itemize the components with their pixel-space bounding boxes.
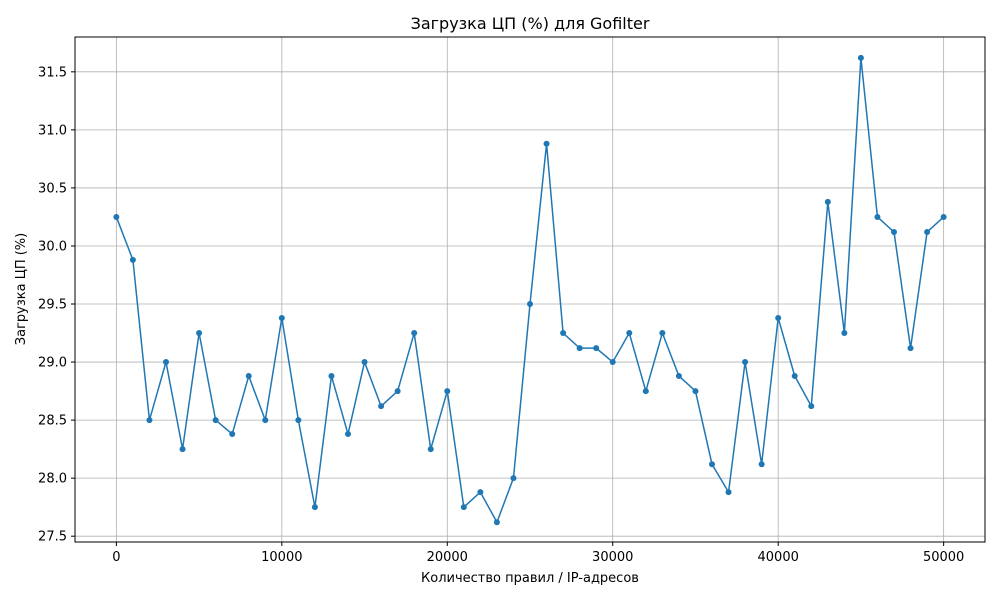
- data-point: [675, 372, 682, 379]
- data-point: [527, 301, 533, 308]
- y-tick-label: 28.5: [38, 414, 67, 429]
- y-tick-label: 31.5: [38, 65, 67, 80]
- data-point: [328, 372, 335, 379]
- series-layer: [113, 54, 947, 526]
- data-point: [891, 229, 897, 236]
- data-point: [460, 504, 467, 511]
- data-point: [444, 388, 451, 395]
- data-point: [411, 330, 418, 337]
- data-point: [543, 140, 550, 147]
- data-point: [427, 446, 434, 453]
- plot-frame: [74, 36, 986, 543]
- data-point: [262, 417, 269, 424]
- data-point: [593, 345, 600, 352]
- data-point: [609, 359, 616, 366]
- data-point: [857, 54, 864, 61]
- x-tick-label: 50000: [923, 550, 964, 565]
- data-point: [113, 213, 120, 220]
- data-point: [659, 330, 666, 337]
- data-point: [692, 388, 699, 395]
- data-point: [841, 330, 848, 337]
- data-point: [394, 388, 401, 395]
- data-point: [709, 461, 715, 468]
- y-tick-label: 28.0: [38, 472, 67, 487]
- grid: [75, 37, 985, 542]
- data-point: [129, 256, 136, 263]
- data-point: [791, 372, 798, 379]
- y-tick-label: 29.5: [38, 298, 67, 313]
- data-point: [874, 213, 881, 220]
- x-tick-label: 40000: [758, 550, 799, 565]
- x-tick-label: 30000: [592, 550, 633, 565]
- series-line: [115, 57, 945, 524]
- data-point: [361, 359, 368, 366]
- y-tick-label: 31.0: [38, 123, 67, 138]
- data-point: [163, 359, 169, 366]
- chart-title: Загрузка ЦП (%) для Gofilter: [411, 14, 650, 33]
- data-point: [626, 330, 633, 337]
- data-point: [907, 345, 914, 352]
- data-point: [245, 372, 252, 379]
- data-point: [940, 213, 947, 220]
- data-point: [196, 330, 203, 337]
- data-point: [311, 504, 318, 511]
- y-axis-ticks: 27.5 28.0 28.5 29.0 29.5 30.0 30.5 31.0 31.5: [38, 65, 75, 545]
- data-point: [278, 314, 285, 321]
- data-point: [775, 314, 782, 321]
- data-point: [924, 229, 931, 236]
- data-point: [725, 489, 732, 496]
- data-point: [742, 359, 749, 366]
- x-tick-label: 20000: [427, 550, 468, 565]
- data-point: [295, 417, 302, 424]
- data-point: [642, 388, 649, 395]
- y-tick-label: 27.5: [38, 530, 67, 545]
- data-point: [229, 431, 236, 438]
- y-tick-label: 29.0: [38, 356, 67, 371]
- y-tick-label: 30.0: [38, 239, 67, 254]
- x-tick-label: 10000: [261, 550, 302, 565]
- data-point: [758, 461, 765, 468]
- data-point: [510, 475, 517, 482]
- x-axis-ticks: 0 10000 20000 30000 40000 50000: [112, 542, 964, 565]
- data-point: [179, 446, 186, 453]
- data-point: [345, 431, 351, 438]
- data-point: [378, 403, 385, 410]
- data-point: [560, 330, 567, 337]
- y-tick-label: 30.5: [38, 181, 67, 196]
- data-point: [493, 519, 500, 526]
- data-point: [576, 345, 583, 352]
- data-point: [808, 403, 815, 410]
- x-tick-label: 0: [112, 550, 120, 565]
- data-point: [824, 198, 831, 205]
- data-point: [477, 489, 484, 496]
- x-axis-label: Количество правил / IP-адресов: [421, 571, 639, 586]
- data-point: [146, 417, 153, 424]
- data-point: [212, 417, 219, 424]
- y-axis-label: Загрузка ЦП (%): [14, 233, 29, 345]
